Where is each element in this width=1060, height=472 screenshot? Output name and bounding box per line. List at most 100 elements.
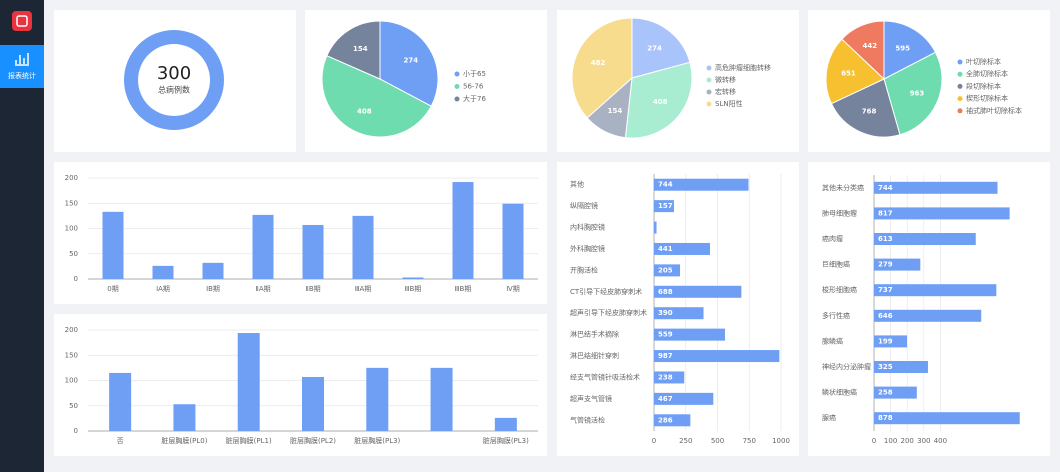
- value-label: 325: [878, 363, 893, 371]
- bar: [654, 221, 657, 234]
- legend-label: 叶切除标本: [966, 57, 1001, 66]
- nav-label[interactable]: 报表统计: [8, 71, 36, 80]
- legend-swatch: [706, 89, 712, 95]
- legend-label: 楔形切除标本: [966, 94, 1008, 103]
- legend-label: 微转移: [715, 75, 736, 84]
- x-tick-label: 250: [679, 437, 692, 445]
- bar: [874, 386, 917, 399]
- y-tick-label: 其他未分类癌: [822, 183, 864, 192]
- x-tick-label: 否: [117, 437, 124, 445]
- pie-slice: [830, 78, 901, 138]
- value-label: 613: [878, 235, 893, 243]
- value-label: 390: [658, 309, 673, 317]
- x-tick-label: ⅠB期: [206, 285, 220, 293]
- pie-slice: [631, 17, 691, 79]
- legend-swatch: [957, 108, 963, 114]
- y-tick-label: 梭形细胞癌: [822, 285, 857, 294]
- value-label: 157: [658, 202, 673, 210]
- x-tick-label: 脏层胸膜(PL3): [354, 436, 400, 445]
- legend-label: 宏转移: [715, 87, 736, 96]
- x-tick-label: 脏层胸膜(PL0): [161, 436, 207, 445]
- legend-label: 高危肿瘤细胞转移: [715, 63, 771, 72]
- legend-label: 全肺切除标本: [966, 69, 1008, 78]
- x-tick-label: 脏层胸膜(PL1): [226, 436, 272, 445]
- y-tick-label: 腺癌: [822, 413, 836, 422]
- slice-label: 408: [357, 107, 372, 115]
- y-tick-label: 0: [74, 427, 78, 435]
- legend-swatch: [957, 59, 963, 65]
- legend-swatch: [957, 83, 963, 89]
- y-tick-label: 纵隔腔镜: [570, 201, 598, 210]
- bar: [654, 371, 685, 384]
- pie-slice: [841, 20, 885, 81]
- value-label: 279: [878, 261, 893, 269]
- y-tick-label: 外科胸腔镜: [570, 244, 605, 253]
- x-tick-label: 0期: [107, 285, 118, 293]
- bar: [494, 417, 517, 431]
- x-tick-label: 750: [743, 437, 756, 445]
- y-tick-label: 200: [65, 326, 78, 334]
- pie-slice: [624, 61, 693, 139]
- y-tick-label: 神经内分泌肿瘤: [822, 362, 871, 371]
- x-tick-label: 脏层胸膜(PL3): [483, 436, 529, 445]
- y-tick-label: 淋巴结细针穿刺: [570, 351, 619, 360]
- nav-item[interactable]: [0, 45, 44, 88]
- logo-glyph: [16, 15, 28, 27]
- y-tick-label: 超声支气管镜: [570, 394, 612, 403]
- legend-swatch: [957, 71, 963, 77]
- x-tick-label: ⅢB期: [455, 285, 472, 293]
- bar: [654, 178, 749, 191]
- bar: [202, 262, 224, 279]
- bar: [109, 372, 132, 431]
- bar: [102, 211, 124, 279]
- y-tick-label: 100: [65, 377, 78, 385]
- slice-label: 274: [404, 56, 419, 64]
- bar: [352, 215, 374, 279]
- y-tick-label: 其他: [570, 180, 584, 189]
- bar: [452, 182, 474, 279]
- value-label: 646: [878, 312, 893, 320]
- slice-label: 595: [895, 44, 910, 52]
- bar: [654, 414, 691, 427]
- bar: [654, 285, 742, 298]
- pie-slice: [321, 55, 432, 138]
- y-tick-label: 150: [65, 351, 78, 359]
- y-tick-label: 200: [65, 174, 78, 182]
- pie-slice: [883, 51, 943, 136]
- bar: [654, 350, 780, 363]
- x-tick-label: 0: [872, 437, 876, 445]
- bar: [366, 367, 389, 431]
- x-tick-label: 0: [652, 437, 656, 445]
- y-tick-label: 肺母细胞瘤: [822, 208, 857, 217]
- legend-swatch: [957, 96, 963, 102]
- card: [54, 314, 547, 456]
- y-tick-label: 经支气管镜针吸活检术: [570, 372, 640, 381]
- legend-swatch: [454, 84, 460, 89]
- value-label: 559: [658, 331, 673, 339]
- nav-icon: [15, 53, 29, 66]
- bar: [874, 207, 1010, 220]
- bar: [654, 264, 681, 277]
- legend-swatch: [706, 77, 712, 83]
- value-label: 258: [878, 389, 893, 397]
- x-tick-label: 100: [884, 437, 897, 445]
- y-tick-label: 100: [65, 225, 78, 233]
- x-tick-label: 200: [901, 437, 914, 445]
- pie-slice: [883, 20, 937, 80]
- y-tick-label: 150: [65, 199, 78, 207]
- bar: [654, 392, 714, 405]
- slice-label: 154: [608, 107, 623, 115]
- legend-label: 56-76: [463, 83, 484, 91]
- bar: [152, 265, 174, 279]
- bar: [252, 214, 274, 279]
- value-label: 987: [658, 352, 673, 360]
- y-tick-label: 气管镜活检: [570, 415, 605, 424]
- bar: [430, 367, 453, 431]
- y-tick-label: 癌肉瘤: [822, 234, 843, 243]
- legend-swatch: [706, 65, 712, 71]
- bar: [874, 309, 982, 322]
- bar: [654, 200, 674, 213]
- card: [808, 162, 1050, 456]
- x-tick-label: 400: [934, 437, 947, 445]
- y-tick-label: 50: [69, 250, 78, 258]
